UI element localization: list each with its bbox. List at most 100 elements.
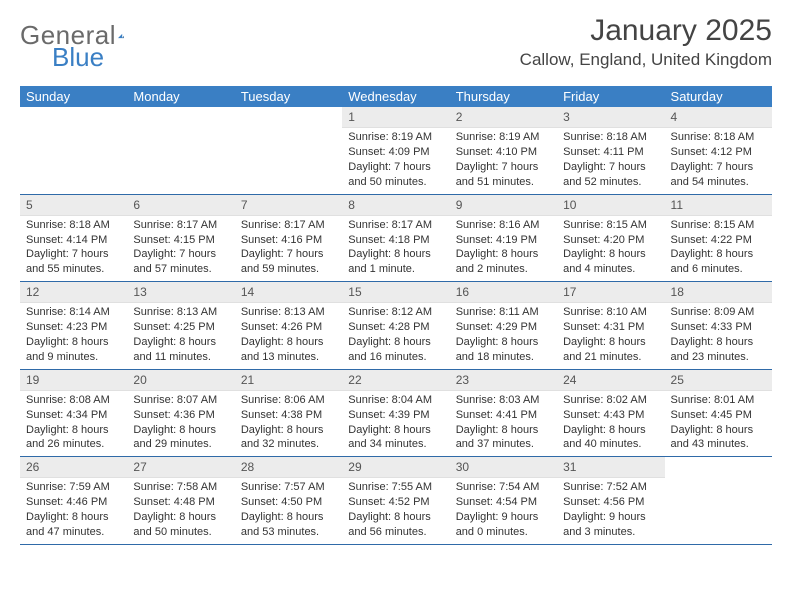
calendar-day-cell: 30Sunrise: 7:54 AMSunset: 4:54 PMDayligh… [450,457,557,545]
page-title: January 2025 [520,14,772,48]
day-details: Sunrise: 8:17 AMSunset: 4:15 PMDaylight:… [127,216,234,281]
daylight-line: Daylight: 8 hours and 50 minutes. [133,510,228,540]
calendar-week-row: 1Sunrise: 8:19 AMSunset: 4:09 PMDaylight… [20,107,772,194]
day-details: Sunrise: 8:18 AMSunset: 4:14 PMDaylight:… [20,216,127,281]
calendar-day-cell: 15Sunrise: 8:12 AMSunset: 4:28 PMDayligh… [342,282,449,370]
day-number: 25 [665,370,772,391]
sunset-line: Sunset: 4:50 PM [241,495,336,510]
sunrise-line: Sunrise: 8:17 AM [348,218,443,233]
day-details: Sunrise: 8:13 AMSunset: 4:26 PMDaylight:… [235,303,342,368]
day-number: 4 [665,107,772,128]
day-number: 23 [450,370,557,391]
sunrise-line: Sunrise: 8:04 AM [348,393,443,408]
sunset-line: Sunset: 4:54 PM [456,495,551,510]
day-number: 7 [235,195,342,216]
calendar-day-cell: 23Sunrise: 8:03 AMSunset: 4:41 PMDayligh… [450,369,557,457]
day-details: Sunrise: 8:19 AMSunset: 4:09 PMDaylight:… [342,128,449,193]
daylight-line: Daylight: 8 hours and 9 minutes. [26,335,121,365]
day-number: 20 [127,370,234,391]
daylight-line: Daylight: 9 hours and 3 minutes. [563,510,658,540]
calendar-day-cell: 2Sunrise: 8:19 AMSunset: 4:10 PMDaylight… [450,107,557,194]
weekday-header: Tuesday [235,86,342,107]
day-details: Sunrise: 8:18 AMSunset: 4:12 PMDaylight:… [665,128,772,193]
day-number: 22 [342,370,449,391]
daylight-line: Daylight: 8 hours and 53 minutes. [241,510,336,540]
calendar-day-cell: 28 Sunrise: 7:57 AMSunset: 4:50 PMDayligh… [235,457,342,545]
sunset-line: Sunset: 4:45 PM [671,408,766,423]
calendar-day-cell: 1Sunrise: 8:19 AMSunset: 4:09 PMDaylight… [342,107,449,194]
calendar-day-cell: 5Sunrise: 8:18 AMSunset: 4:14 PMDaylight… [20,194,127,282]
sunset-line: Sunset: 4:41 PM [456,408,551,423]
day-number: 26 [20,457,127,478]
daylight-line: Daylight: 8 hours and 56 minutes. [348,510,443,540]
day-details: Sunrise: 8:19 AMSunset: 4:10 PMDaylight:… [450,128,557,193]
sunrise-line: Sunrise: 8:15 AM [671,218,766,233]
day-details: Sunrise: 8:06 AMSunset: 4:38 PMDaylight:… [235,391,342,456]
sunrise-line: Sunrise: 8:10 AM [563,305,658,320]
calendar-day-cell: 19Sunrise: 8:08 AMSunset: 4:34 PMDayligh… [20,369,127,457]
sunset-line: Sunset: 4:29 PM [456,320,551,335]
daylight-line: Daylight: 8 hours and 18 minutes. [456,335,551,365]
day-details: Sunrise: 8:13 AMSunset: 4:25 PMDaylight:… [127,303,234,368]
weekday-header: Monday [127,86,234,107]
calendar-day-cell: 6Sunrise: 8:17 AMSunset: 4:15 PMDaylight… [127,194,234,282]
day-number: 18 [665,282,772,303]
day-details: Sunrise: 8:01 AMSunset: 4:45 PMDaylight:… [665,391,772,456]
day-number: 5 [20,195,127,216]
weekday-header: Wednesday [342,86,449,107]
day-details: Sunrise: 8:16 AMSunset: 4:19 PMDaylight:… [450,216,557,281]
daylight-line: Daylight: 9 hours and 0 minutes. [456,510,551,540]
daylight-line: Daylight: 7 hours and 54 minutes. [671,160,766,190]
sunset-line: Sunset: 4:16 PM [241,233,336,248]
day-number: 10 [557,195,664,216]
day-number: 24 [557,370,664,391]
calendar-day-cell: 10Sunrise: 8:15 AMSunset: 4:20 PMDayligh… [557,194,664,282]
sunrise-line: Sunrise: 7:59 AM [26,480,121,495]
sunset-line: Sunset: 4:15 PM [133,233,228,248]
sunset-line: Sunset: 4:43 PM [563,408,658,423]
calendar-day-cell: 16Sunrise: 8:11 AMSunset: 4:29 PMDayligh… [450,282,557,370]
sunrise-line: Sunrise: 8:14 AM [26,305,121,320]
calendar-table: Sunday Monday Tuesday Wednesday Thursday… [20,86,772,545]
calendar-day-cell: 4Sunrise: 8:18 AMSunset: 4:12 PMDaylight… [665,107,772,194]
day-details: Sunrise: 7:52 AMSunset: 4:56 PMDaylight:… [557,478,664,543]
day-number: 3 [557,107,664,128]
day-details: Sunrise: 8:07 AMSunset: 4:36 PMDaylight:… [127,391,234,456]
day-number: 17 [557,282,664,303]
sunset-line: Sunset: 4:14 PM [26,233,121,248]
day-details: Sunrise: 7:55 AMSunset: 4:52 PMDaylight:… [342,478,449,543]
sunset-line: Sunset: 4:18 PM [348,233,443,248]
sunrise-line: Sunrise: 7:55 AM [348,480,443,495]
calendar-week-row: 12Sunrise: 8:14 AMSunset: 4:23 PMDayligh… [20,282,772,370]
sunrise-line: Sunrise: 7:57 AM [241,480,336,495]
sunrise-line: Sunrise: 8:08 AM [26,393,121,408]
sunset-line: Sunset: 4:46 PM [26,495,121,510]
day-number: 9 [450,195,557,216]
day-details: Sunrise: 8:03 AMSunset: 4:41 PMDaylight:… [450,391,557,456]
day-details: Sunrise: 8:18 AMSunset: 4:11 PMDaylight:… [557,128,664,193]
calendar-day-cell: 13Sunrise: 8:13 AMSunset: 4:25 PMDayligh… [127,282,234,370]
sunset-line: Sunset: 4:36 PM [133,408,228,423]
calendar-page: General January 2025 Callow, England, Un… [0,0,792,612]
calendar-day-cell: 14Sunrise: 8:13 AMSunset: 4:26 PMDayligh… [235,282,342,370]
sunset-line: Sunset: 4:09 PM [348,145,443,160]
sunset-line: Sunset: 4:28 PM [348,320,443,335]
daylight-line: Daylight: 7 hours and 50 minutes. [348,160,443,190]
daylight-line: Daylight: 8 hours and 37 minutes. [456,423,551,453]
sunrise-line: Sunrise: 8:18 AM [671,130,766,145]
calendar-day-cell: 29Sunrise: 7:55 AMSunset: 4:52 PMDayligh… [342,457,449,545]
daylight-line: Daylight: 8 hours and 23 minutes. [671,335,766,365]
day-number: 28 [235,457,342,478]
sunset-line: Sunset: 4:38 PM [241,408,336,423]
calendar-day-cell: 3Sunrise: 8:18 AMSunset: 4:11 PMDaylight… [557,107,664,194]
daylight-line: Daylight: 8 hours and 13 minutes. [241,335,336,365]
day-details: Sunrise: 7:58 AMSunset: 4:48 PMDaylight:… [127,478,234,543]
day-number: 14 [235,282,342,303]
daylight-line: Daylight: 7 hours and 55 minutes. [26,247,121,277]
sunset-line: Sunset: 4:20 PM [563,233,658,248]
calendar-day-cell [665,457,772,545]
calendar-day-cell: 18Sunrise: 8:09 AMSunset: 4:33 PMDayligh… [665,282,772,370]
day-number: 31 [557,457,664,478]
calendar-day-cell: 12Sunrise: 8:14 AMSunset: 4:23 PMDayligh… [20,282,127,370]
calendar-week-row: 26 Sunrise: 7:59 AMSunset: 4:46 PM Dayligh… [20,457,772,545]
